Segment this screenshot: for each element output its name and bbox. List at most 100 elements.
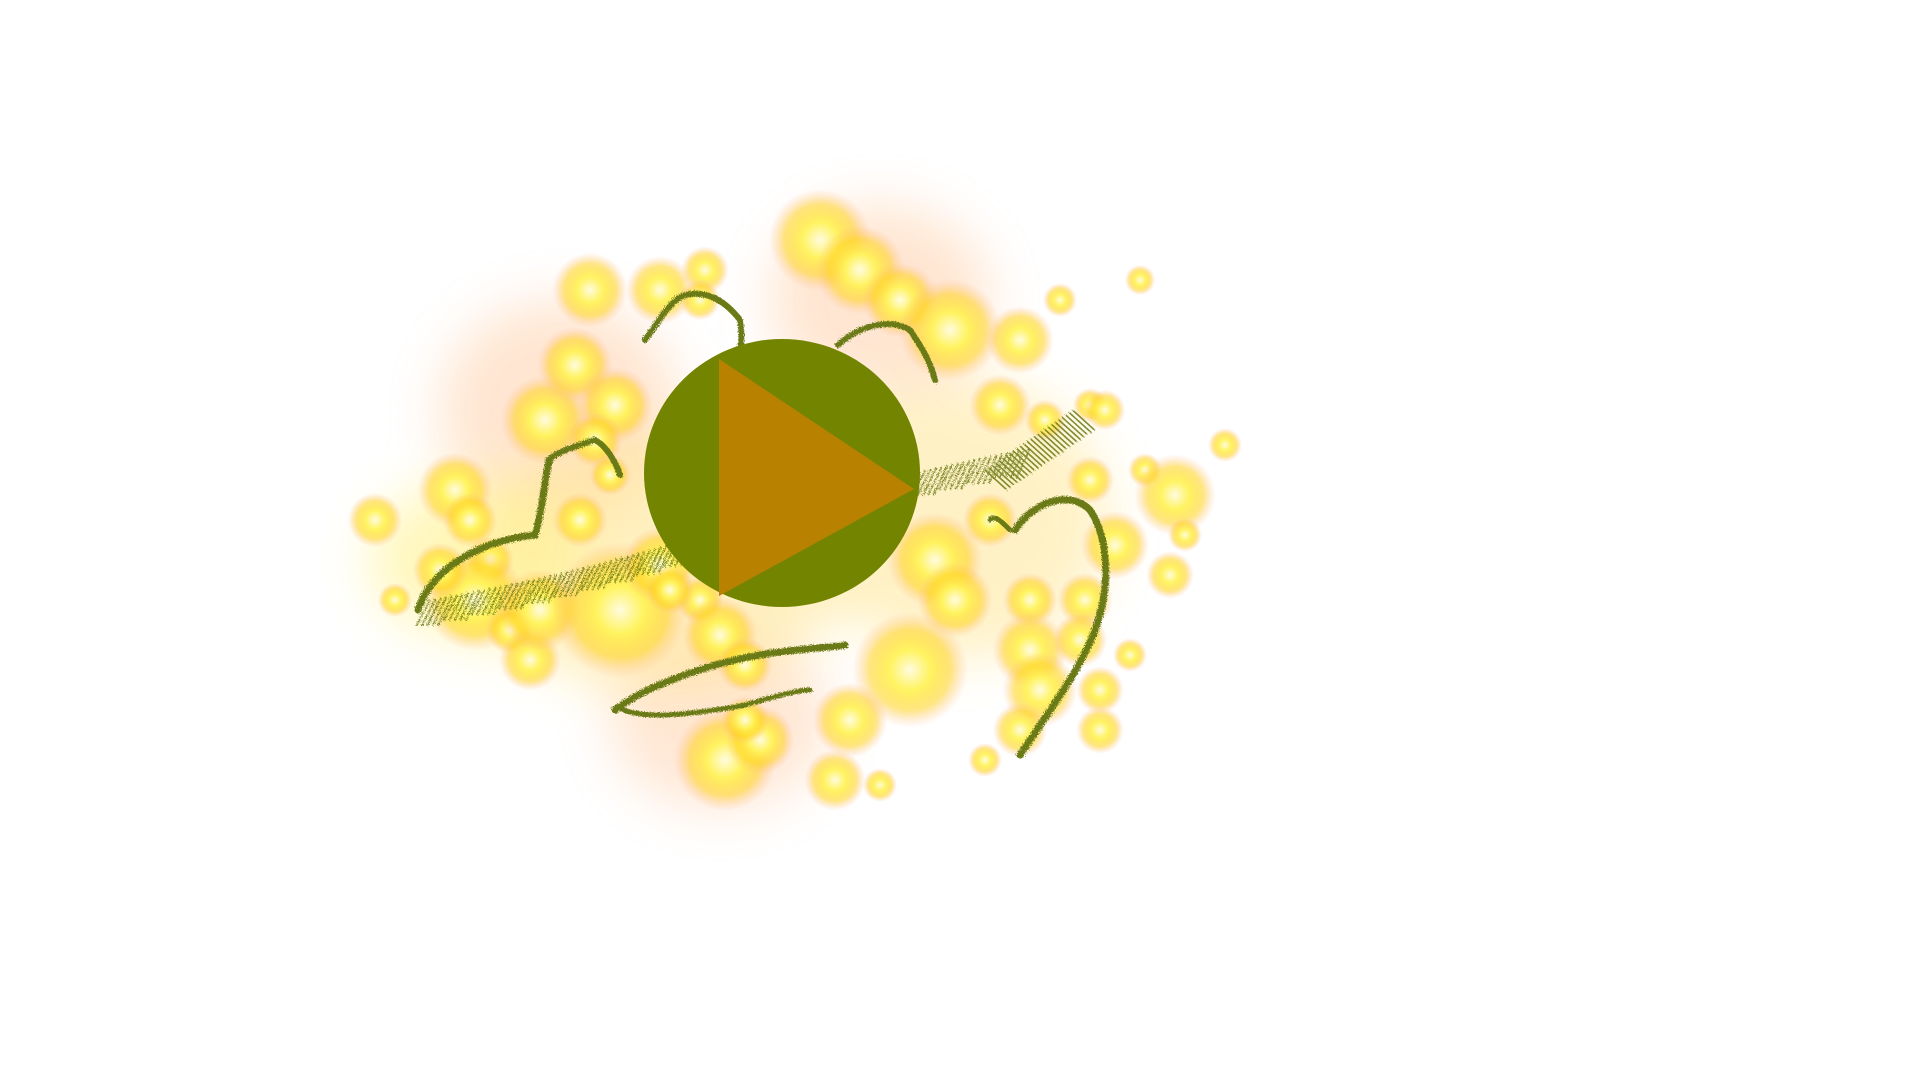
hatch-line — [514, 579, 530, 610]
hatch-line — [1036, 433, 1061, 455]
hatch-line — [585, 562, 602, 591]
hatch-line — [552, 571, 569, 598]
hatch-line — [525, 577, 541, 605]
hatch-line — [481, 586, 497, 616]
hatch-line — [646, 546, 662, 575]
hatch-line — [437, 595, 453, 627]
glow-orb — [1076, 666, 1124, 714]
hatch-line — [563, 568, 580, 598]
hatch-line — [921, 467, 938, 497]
hatch-line — [519, 578, 536, 610]
hatch-line — [971, 456, 987, 485]
hatch-line — [486, 585, 503, 616]
glow-orb — [992, 702, 1048, 758]
hatch-line — [916, 468, 932, 497]
hatch-line — [547, 572, 563, 604]
hatch-line — [1071, 409, 1096, 431]
hatch-line — [618, 554, 635, 583]
hatch-line — [954, 460, 971, 490]
play-button[interactable] — [644, 339, 920, 607]
hatch-line — [607, 557, 624, 584]
glow-orb — [679, 279, 721, 321]
glow-orb — [552, 252, 628, 328]
hatch-line — [475, 587, 492, 616]
glow-orb — [1084, 389, 1126, 431]
glow-orb — [412, 542, 468, 598]
hatch-line — [943, 462, 960, 491]
hatch-line — [1001, 457, 1026, 479]
glow-orb — [1208, 428, 1242, 462]
hatch-line — [1054, 421, 1078, 443]
hatch-line — [1015, 447, 1040, 469]
glow-orb — [986, 306, 1054, 374]
hatch-line — [415, 599, 431, 627]
hatch-line — [651, 544, 668, 575]
glow-orb — [646, 566, 694, 614]
play-icon[interactable] — [644, 339, 920, 607]
hatch-line — [1040, 431, 1064, 453]
hatch-line — [580, 564, 596, 592]
hatch-line — [596, 560, 613, 590]
hatch-line — [536, 574, 552, 604]
hatch-line — [949, 461, 965, 491]
hatch-line — [492, 584, 508, 616]
hatch-line — [1043, 428, 1068, 450]
hatch-line — [984, 469, 1008, 491]
hatch-line — [1033, 435, 1057, 457]
glow-orb — [863, 768, 897, 802]
hatch-line — [569, 567, 585, 597]
hatch-line — [1019, 445, 1043, 467]
glow-orb — [1081, 511, 1149, 579]
glow-orb — [1168, 518, 1202, 552]
hatch-line — [470, 588, 486, 616]
glow-orb — [969, 374, 1031, 436]
hatch-line — [1022, 443, 1047, 465]
glow-orb — [1024, 399, 1066, 441]
hatch-line — [640, 547, 657, 576]
hatch-line — [1061, 416, 1085, 438]
hatch-line — [1047, 426, 1071, 448]
glow-orb — [589, 454, 631, 496]
hatch-line — [629, 551, 646, 582]
hatch-line — [497, 583, 514, 611]
hatch-line — [994, 462, 1019, 484]
glow-orb — [1043, 283, 1077, 317]
hatch-line — [976, 455, 993, 485]
hatch-line — [459, 591, 475, 621]
hatch-line — [1026, 440, 1050, 462]
hatch-line — [1068, 411, 1092, 433]
glow-orb — [1146, 551, 1194, 599]
hatch-line — [1064, 414, 1089, 436]
hatch-line — [431, 596, 448, 627]
hatch-line — [448, 593, 464, 622]
hatch-line — [591, 561, 607, 591]
hatch-line — [613, 555, 629, 584]
hatch-line — [503, 582, 519, 610]
glow-orb — [1002, 572, 1058, 628]
hatch-line — [453, 592, 470, 621]
hatch-line — [1050, 423, 1075, 445]
glow-orb — [442, 492, 498, 548]
glow-orb — [968, 743, 1002, 777]
hatch-line — [508, 581, 525, 610]
hatch-line — [1057, 419, 1082, 441]
hatch-line — [965, 457, 982, 485]
hatch-line — [1005, 455, 1029, 477]
hatch-line — [1012, 450, 1036, 472]
hatch-line — [938, 463, 954, 491]
glow-orb — [347, 492, 403, 548]
hatch-line — [1008, 452, 1033, 474]
hatch-line — [541, 573, 558, 604]
hatch-line — [991, 464, 1015, 486]
glow-orb — [917, 562, 993, 638]
hatch-line — [574, 565, 591, 597]
glow-orb — [626, 256, 694, 324]
hatch-line — [602, 558, 618, 590]
hatch-line — [558, 569, 574, 598]
squiggle-strokes — [414, 290, 1110, 759]
hatch-line — [635, 549, 651, 577]
hatch-line — [987, 467, 1012, 489]
glow-orb — [1076, 706, 1124, 754]
hatch-line — [998, 459, 1022, 481]
